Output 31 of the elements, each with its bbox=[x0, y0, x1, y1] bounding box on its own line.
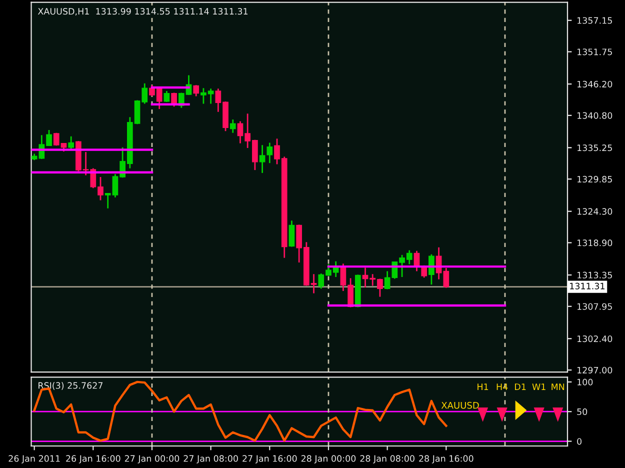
x-tick-label: 27 Jan 08:00 bbox=[184, 455, 238, 464]
y-tick-label: 1318.90 bbox=[577, 240, 612, 246]
x-tick-label: 27 Jan 00:00 bbox=[124, 455, 180, 464]
y-tick-label: 1302.40 bbox=[577, 335, 612, 342]
annotation: W1 bbox=[532, 384, 546, 390]
y-tick-label: 1324.30 bbox=[577, 208, 612, 215]
y-tick-label: 1351.75 bbox=[577, 48, 612, 56]
annotation: H4 bbox=[496, 384, 508, 390]
x-tick-label: 28 Jan 08:00 bbox=[360, 455, 414, 464]
y-tick-label: 1297.00 bbox=[577, 366, 612, 374]
y-tick-label: 1313.35 bbox=[577, 272, 612, 278]
y-tick-label: 0 bbox=[577, 438, 582, 445]
y-tick-label: 1335.25 bbox=[577, 144, 612, 152]
y-tick-label: 50 bbox=[577, 408, 588, 416]
y-tick-label: 1346.20 bbox=[577, 80, 612, 88]
x-tick-label: 27 Jan 16:00 bbox=[242, 455, 297, 464]
x-tick-label: 26 Jan 16:00 bbox=[66, 455, 120, 464]
y-tick-label: 1329.85 bbox=[577, 176, 612, 183]
y-tick-label: 100 bbox=[577, 378, 593, 386]
x-tick-label: 28 Jan 16:00 bbox=[419, 455, 474, 464]
annotation: MN bbox=[552, 384, 564, 390]
y-tick-label: 1340.80 bbox=[577, 112, 612, 119]
x-tick-label: 26 Jan 2011 bbox=[8, 455, 60, 464]
ref-line-label: 1311.31 bbox=[570, 282, 604, 290]
annotation: H1 bbox=[478, 384, 488, 390]
annotation: XAUUSD bbox=[441, 402, 479, 409]
text: XAUUSD,H1 1313.99 1314.55 1311.14 1311.31 bbox=[38, 8, 248, 16]
annotation: D1 bbox=[515, 384, 526, 390]
y-tick-label: 1357.15 bbox=[577, 17, 612, 24]
y-tick-label: 1307.95 bbox=[577, 303, 612, 310]
x-tick-label: 28 Jan 00:00 bbox=[301, 455, 356, 464]
